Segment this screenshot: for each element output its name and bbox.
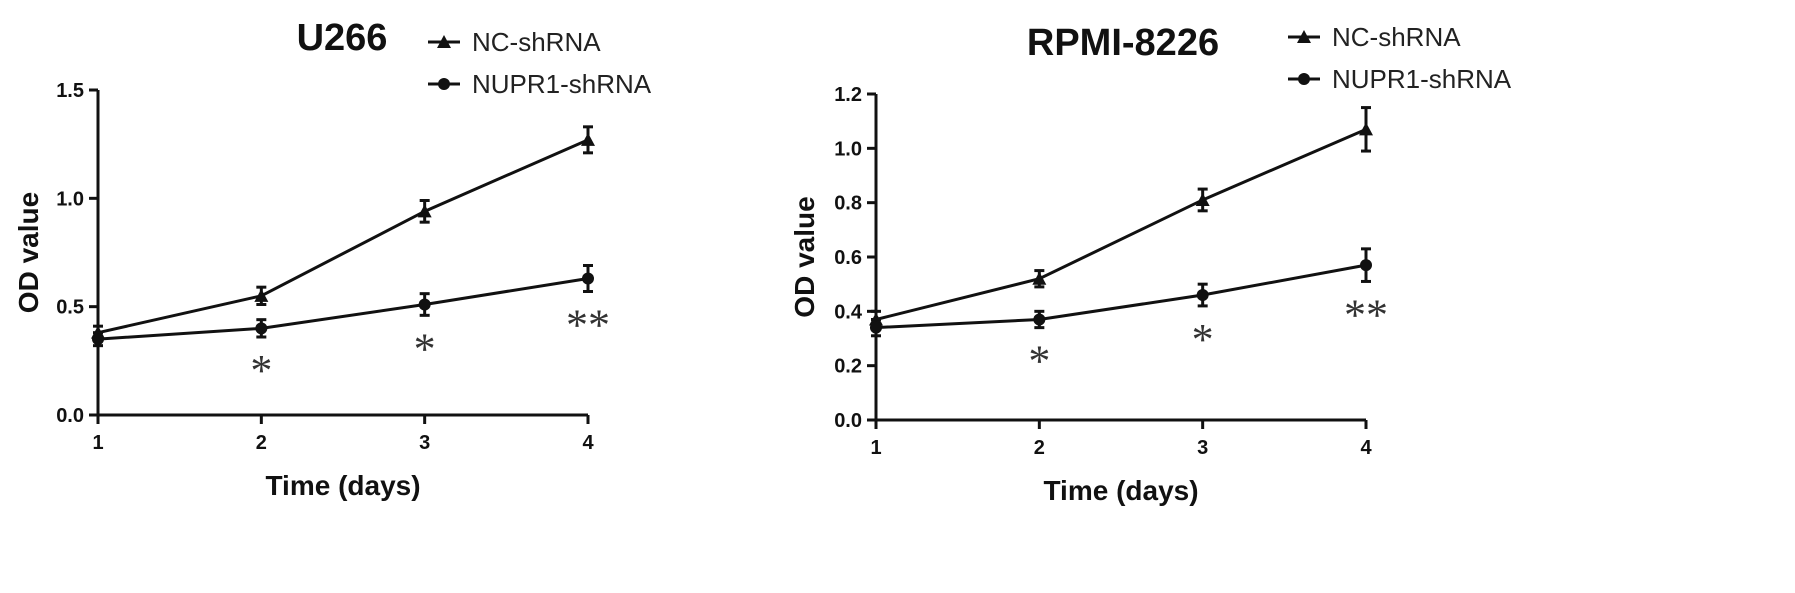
data-point xyxy=(581,132,595,146)
significance-marker: * xyxy=(1192,315,1214,364)
series-2 xyxy=(870,247,1372,338)
data-point xyxy=(418,298,431,311)
y-tick-label: 0.2 xyxy=(834,356,862,378)
y-tick-label: 1.5 xyxy=(56,80,84,102)
legend-label: NUPR1-shRNA xyxy=(472,69,652,99)
chart-panel-1: U266 0.0 0.5 1.0 1.5 1 2 3 4 Time (days) OD value *… xyxy=(13,17,652,501)
significance-marker: ** xyxy=(566,301,610,350)
significance-marker: ** xyxy=(1344,290,1388,339)
data-point xyxy=(1033,313,1046,326)
y-tick-label: 1.2 xyxy=(834,84,862,106)
y-tick-label: 0.0 xyxy=(56,405,84,427)
legend-label: NC-shRNA xyxy=(472,27,601,57)
series-1 xyxy=(869,106,1373,330)
chart-title: U266 xyxy=(297,17,388,59)
x-tick-label: 2 xyxy=(1034,437,1045,459)
data-point xyxy=(582,272,594,285)
legend-item: NUPR1-shRNA xyxy=(428,69,652,99)
data-point xyxy=(255,322,268,335)
significance-marker: * xyxy=(1028,337,1050,386)
x-axis-label: Time (days) xyxy=(265,470,420,501)
series-line xyxy=(875,127,1367,321)
series-line xyxy=(97,277,589,341)
legend-marker xyxy=(437,35,451,48)
data-point xyxy=(1196,289,1209,302)
significance-marker: * xyxy=(250,346,272,395)
data-point xyxy=(254,288,269,302)
chart-title: RPMI-8226 xyxy=(1027,22,1219,64)
x-tick-label: 4 xyxy=(582,432,594,454)
data-point xyxy=(1359,122,1373,136)
series-1 xyxy=(91,125,595,341)
x-tick-label: 3 xyxy=(419,432,430,454)
data-point xyxy=(1360,259,1372,272)
x-tick-label: 3 xyxy=(1197,437,1208,459)
y-tick-label: 1.0 xyxy=(56,188,84,210)
y-tick-label: 0.6 xyxy=(834,247,862,269)
y-tick-label: 0.0 xyxy=(834,410,862,432)
y-tick-label: 0.4 xyxy=(834,301,863,323)
y-tick-label: 0.5 xyxy=(56,297,84,319)
legend-label: NUPR1-shRNA xyxy=(1332,64,1512,94)
y-axis-label: OD value xyxy=(13,192,44,313)
data-point xyxy=(1195,192,1210,206)
data-point xyxy=(870,321,882,334)
y-tick-label: 0.8 xyxy=(834,193,862,215)
data-point xyxy=(1032,271,1047,285)
x-tick-label: 4 xyxy=(1360,437,1372,459)
x-tick-label: 1 xyxy=(92,432,103,454)
y-tick-label: 1.0 xyxy=(834,138,862,160)
legend-marker xyxy=(1298,73,1310,85)
series-line xyxy=(875,263,1367,330)
series-2 xyxy=(92,264,594,348)
x-tick-label: 2 xyxy=(256,432,267,454)
legend-marker xyxy=(438,78,450,90)
significance-marker: * xyxy=(414,324,436,373)
legend-label: NC-shRNA xyxy=(1332,22,1461,52)
chart-panel-2: RPMI-8226 0.0 0.2 0.4 0.6 0.8 1.0 1.2 1 2 3 4 Time (… xyxy=(789,22,1512,506)
data-point xyxy=(92,333,104,346)
legend-item: NC-shRNA xyxy=(428,27,601,57)
x-tick-label: 1 xyxy=(870,437,881,459)
legend-item: NC-shRNA xyxy=(1288,22,1461,52)
data-point xyxy=(417,204,432,218)
legend-item: NUPR1-shRNA xyxy=(1288,64,1512,94)
series-line xyxy=(97,138,589,335)
x-axis-label: Time (days) xyxy=(1043,475,1198,506)
legend-marker xyxy=(1297,30,1311,43)
y-axis-label: OD value xyxy=(789,196,820,317)
